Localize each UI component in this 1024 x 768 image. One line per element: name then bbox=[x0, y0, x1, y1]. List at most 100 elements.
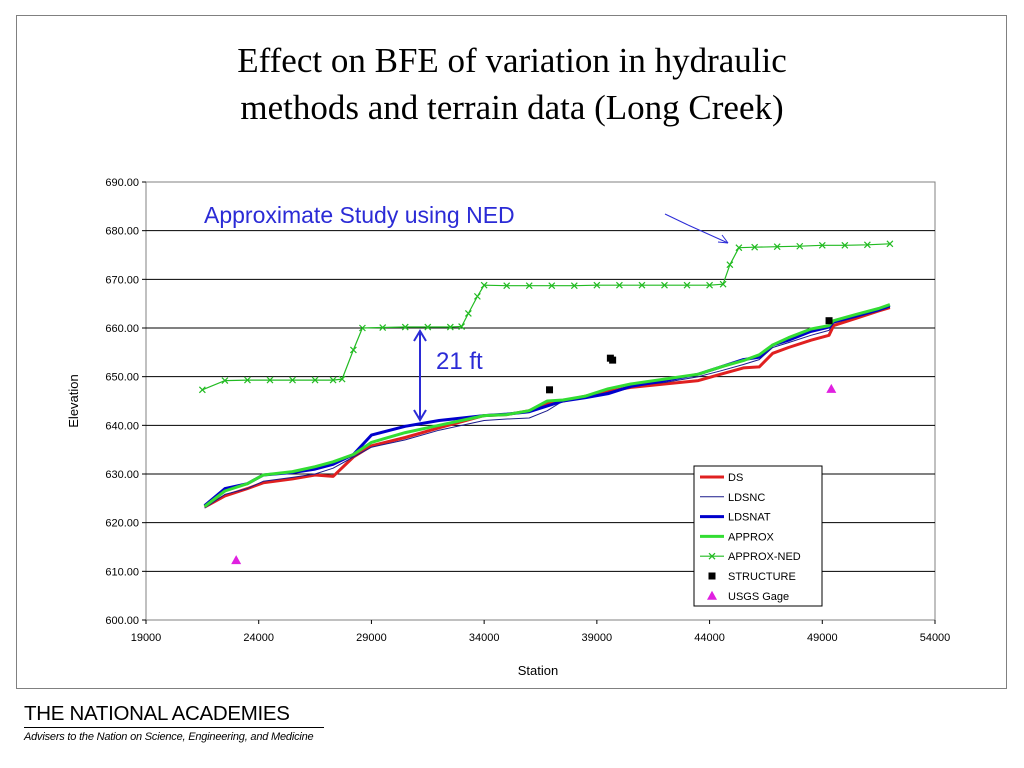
annotations: Approximate Study using NED 21 ft bbox=[204, 202, 729, 422]
data-point-approx-ned bbox=[863, 241, 871, 249]
approx-study-leader-line bbox=[664, 213, 689, 226]
legend-item-ds: DS bbox=[700, 472, 743, 484]
data-point-approx-ned bbox=[719, 280, 727, 288]
data-point-approx-ned bbox=[289, 376, 296, 384]
data-point-approx-ned bbox=[401, 323, 409, 331]
data-point-approx-ned bbox=[424, 323, 432, 331]
data-point-approx-ned bbox=[525, 282, 533, 290]
y-tick-label: 670.00 bbox=[105, 274, 139, 286]
y-tick-label: 630.00 bbox=[105, 469, 139, 481]
data-point-approx-ned bbox=[329, 376, 337, 384]
data-point-approx-ned bbox=[593, 281, 601, 289]
difference-arrowhead-top bbox=[413, 329, 427, 342]
x-tick-label: 24000 bbox=[243, 632, 274, 644]
data-point-approx-ned bbox=[886, 240, 894, 248]
data-point-approx-ned bbox=[446, 323, 454, 331]
legend-label: APPROX-NED bbox=[728, 551, 801, 563]
legend-label: APPROX bbox=[728, 531, 775, 543]
data-point-approx-ned bbox=[503, 282, 511, 290]
data-point-approx-ned bbox=[638, 281, 646, 289]
data-point-approx-ned bbox=[735, 244, 743, 252]
approx-study-leader-arrow bbox=[687, 224, 729, 244]
data-point-approx-ned bbox=[726, 261, 734, 269]
data-point-approx-ned bbox=[706, 281, 713, 289]
x-tick-label: 39000 bbox=[582, 632, 613, 644]
legend-label: STRUCTURE bbox=[728, 571, 796, 583]
y-tick-label: 680.00 bbox=[105, 226, 139, 238]
approx-study-annotation: Approximate Study using NED bbox=[204, 202, 515, 228]
data-point-approx-ned bbox=[266, 376, 274, 384]
approx-study-arrowhead bbox=[717, 234, 729, 244]
x-tick-label: 44000 bbox=[694, 632, 725, 644]
data-point-structure bbox=[825, 317, 833, 325]
legend-marker bbox=[707, 590, 717, 600]
series-layer bbox=[198, 240, 894, 565]
legend-label: LDSNC bbox=[728, 492, 765, 504]
x-tick-label: 19000 bbox=[131, 632, 162, 644]
data-point-approx-ned bbox=[548, 282, 556, 290]
data-point-approx-ned bbox=[338, 375, 346, 383]
data-point-approx-ned bbox=[473, 292, 481, 300]
organization-tagline: Advisers to the Nation on Science, Engin… bbox=[24, 731, 314, 743]
legend-marker bbox=[708, 552, 716, 560]
data-point-approx-ned bbox=[311, 376, 319, 384]
difference-label: 21 ft bbox=[436, 348, 483, 375]
y-tick-label: 600.00 bbox=[105, 615, 139, 627]
x-tick-label: 29000 bbox=[356, 632, 387, 644]
legend: DS LDSNC LDSNAT APPROX APPROX-NED STRUCTURE US… bbox=[693, 465, 823, 607]
data-point-approx-ned bbox=[379, 324, 387, 331]
series-structure bbox=[546, 317, 833, 394]
legend-item-approx: APPROX bbox=[700, 531, 775, 543]
series-usgs-gage bbox=[231, 383, 837, 565]
series-line-approx bbox=[203, 303, 891, 508]
data-point-usgs-gage bbox=[826, 383, 837, 393]
y-tick-label: 690.00 bbox=[105, 177, 139, 189]
legend-item-approx-ned: APPROX-NED bbox=[700, 551, 801, 563]
legend-item-usgs-gage: USGS Gage bbox=[707, 590, 789, 603]
legend-label: USGS Gage bbox=[728, 591, 789, 603]
data-point-approx-ned bbox=[615, 281, 623, 289]
x-tick-label: 34000 bbox=[469, 632, 500, 644]
data-point-usgs-gage bbox=[231, 555, 242, 565]
data-point-approx-ned bbox=[796, 242, 804, 250]
y-tick-label: 660.00 bbox=[105, 323, 139, 335]
data-point-structure bbox=[609, 356, 617, 364]
data-point-approx-ned bbox=[244, 376, 251, 384]
legend-item-ldsnc: LDSNC bbox=[700, 492, 765, 504]
organization-divider bbox=[24, 727, 324, 728]
y-tick-label: 610.00 bbox=[105, 566, 139, 578]
data-point-approx-ned bbox=[751, 243, 759, 251]
data-point-approx-ned bbox=[198, 386, 206, 394]
legend-label: DS bbox=[728, 472, 743, 484]
x-tick-label: 54000 bbox=[920, 632, 951, 644]
data-point-approx-ned bbox=[464, 309, 472, 317]
series-line-approx-ned bbox=[202, 243, 890, 391]
x-axis-label: Station bbox=[518, 663, 558, 678]
data-point-approx-ned bbox=[480, 281, 488, 289]
x-axis-ticks: 19000 24000 29000 34000 39000 44000 49000 54000 bbox=[131, 620, 951, 644]
y-axis-ticks: 600.00 610.00 620.00 630.00 640.00 650.00 660.… bbox=[105, 177, 146, 627]
data-point-approx-ned bbox=[818, 241, 826, 249]
data-point-approx-ned bbox=[570, 282, 578, 290]
data-point-approx-ned bbox=[358, 324, 366, 332]
y-tick-label: 650.00 bbox=[105, 372, 139, 384]
data-point-approx-ned bbox=[458, 323, 466, 330]
legend-label: LDSNAT bbox=[728, 512, 771, 524]
organization-name: THE NATIONAL ACADEMIES bbox=[24, 702, 290, 725]
data-point-approx-ned bbox=[841, 241, 849, 249]
y-tick-label: 640.00 bbox=[105, 420, 139, 432]
series-approx bbox=[203, 303, 891, 508]
slide-title: Effect on BFE of variation in hydraulic … bbox=[237, 41, 787, 128]
data-point-approx-ned bbox=[661, 281, 668, 289]
legend-marker bbox=[708, 572, 716, 580]
series-approx-ned bbox=[198, 240, 894, 394]
data-point-approx-ned bbox=[349, 346, 357, 354]
data-point-approx-ned bbox=[221, 377, 229, 384]
difference-arrowhead-bottom bbox=[413, 409, 427, 422]
data-point-structure bbox=[546, 386, 554, 394]
legend-item-ldsnat: LDSNAT bbox=[700, 512, 771, 524]
legend-item-structure: STRUCTURE bbox=[708, 571, 796, 583]
data-point-approx-ned bbox=[683, 281, 691, 289]
y-tick-label: 620.00 bbox=[105, 518, 139, 530]
